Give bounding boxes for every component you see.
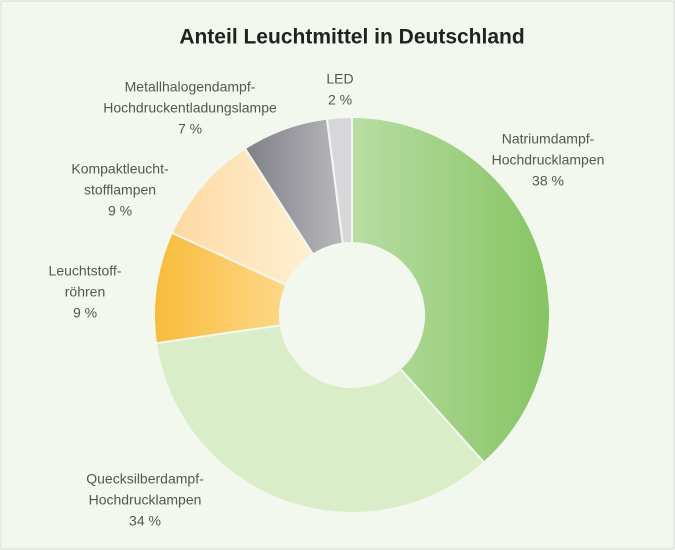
value-label: 2 % — [328, 92, 352, 108]
slice-label: Hochdrucklampen — [492, 152, 605, 168]
donut-slice — [154, 324, 486, 514]
value-label: 9 % — [108, 203, 132, 219]
slice-label: Hochdrucklampen — [89, 492, 202, 508]
value-label: 34 % — [129, 513, 161, 529]
chart-title: Anteil Leuchtmittel in Deutschland — [179, 26, 524, 49]
slice-label: Natriumdampf- — [502, 131, 595, 147]
value-label: 9 % — [73, 305, 97, 321]
slice-label: Hochdruckentladungslampe — [103, 100, 277, 116]
slice-label: Quecksilberdampf- — [86, 471, 204, 487]
slice-label: LED — [326, 71, 353, 87]
slice-label: Metallhalogendampf- — [125, 79, 256, 95]
slice-label: stofflampen — [84, 182, 156, 198]
value-label: 7 % — [178, 121, 202, 137]
slice-label: röhren — [65, 284, 105, 300]
value-label: 38 % — [532, 173, 564, 189]
donut-slice — [351, 115, 551, 464]
donut-slice — [325, 115, 353, 245]
slice-label: Kompaktleucht- — [71, 161, 169, 177]
slice-label: Leuchtstoff- — [49, 263, 122, 279]
